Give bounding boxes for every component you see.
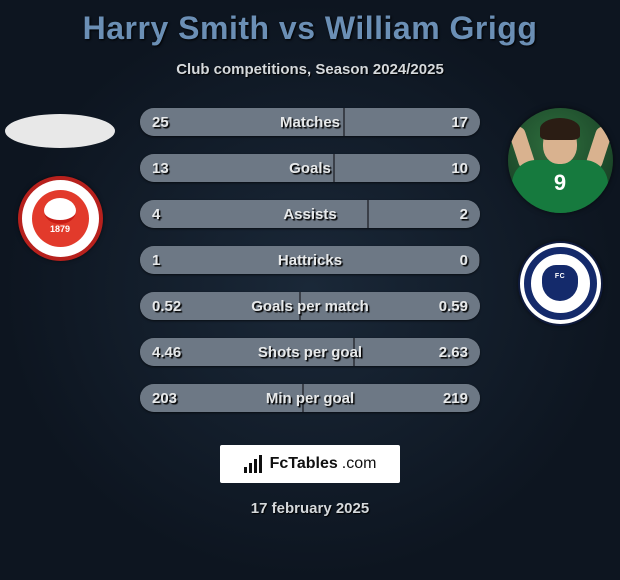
player-photo-left	[5, 114, 115, 148]
footer-date: 17 february 2025	[0, 500, 620, 517]
club-badge-right: FC	[518, 241, 603, 326]
stat-label: Hattricks	[140, 246, 480, 274]
stat-label: Assists	[140, 200, 480, 228]
stat-row: 1310Goals	[140, 154, 480, 182]
stat-label: Matches	[140, 108, 480, 136]
stat-row: 0.520.59Goals per match	[140, 292, 480, 320]
stat-bars: 2517Matches 1310Goals 42Assists 10Hattricks…	[140, 108, 480, 430]
left-player-column: 1879	[0, 108, 120, 261]
right-player-column: 9 FC	[500, 108, 620, 326]
subtitle: Club competitions, Season 2024/2025	[0, 61, 620, 78]
stat-row: 2517Matches	[140, 108, 480, 136]
club-text-right: FC	[520, 273, 601, 280]
stat-label: Goals per match	[140, 292, 480, 320]
comparison-stage: 1879 9 FC 2517Matches 1310Goals 42Assists 1…	[0, 108, 620, 453]
brand-chart-icon	[244, 455, 266, 473]
brand-watermark: FcTables.com	[220, 445, 400, 483]
stat-row: 203219Min per goal	[140, 384, 480, 412]
shirt-number-right: 9	[508, 170, 613, 196]
stat-label: Shots per goal	[140, 338, 480, 366]
stat-label: Min per goal	[140, 384, 480, 412]
stat-row: 10Hattricks	[140, 246, 480, 274]
stat-label: Goals	[140, 154, 480, 182]
player-photo-right: 9	[508, 108, 613, 213]
club-badge-left: 1879	[18, 176, 103, 261]
brand-text: FcTables	[270, 455, 338, 473]
stat-row: 4.462.63Shots per goal	[140, 338, 480, 366]
club-year-left: 1879	[22, 224, 99, 234]
stat-row: 42Assists	[140, 200, 480, 228]
page-title: Harry Smith vs William Grigg	[0, 0, 620, 47]
brand-domain: .com	[342, 455, 377, 473]
